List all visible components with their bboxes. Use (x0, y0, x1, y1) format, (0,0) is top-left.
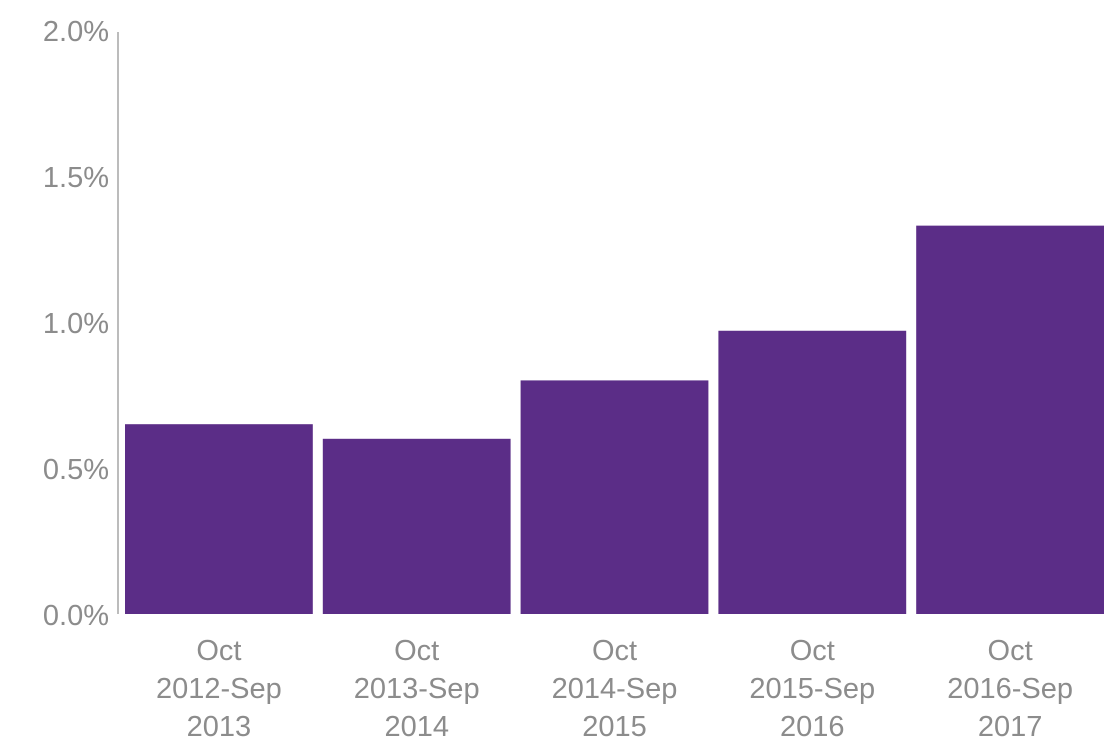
x-tick-label-line: Oct (592, 635, 637, 667)
x-axis: Oct 2012-Sep 2013 Oct 2013-Sep 2014 Oct 2014-Se… (156, 635, 1073, 743)
x-tick-label: Oct 2015-Sep 2016 (749, 635, 875, 743)
x-tick-label-line: 2013-Sep (354, 673, 480, 705)
bar-2 (322, 438, 511, 614)
x-tick-label-line: Oct (790, 635, 835, 667)
x-tick-label-line: Oct (988, 635, 1033, 667)
x-tick-label-line: 2017 (978, 711, 1043, 743)
x-tick-label-line: 2013 (187, 711, 252, 743)
y-tick-label: 0.5% (43, 454, 109, 486)
x-tick-label-line: 2015-Sep (749, 673, 875, 705)
x-tick-label: Oct 2014-Sep 2015 (552, 635, 678, 743)
bars (125, 225, 1104, 614)
y-tick-label: 1.5% (43, 162, 109, 194)
y-tick-label: 1.0% (43, 308, 109, 340)
x-tick-label-line: Oct (394, 635, 439, 667)
x-tick-label: Oct 2016-Sep 2017 (947, 635, 1073, 743)
bar-4 (718, 330, 907, 614)
x-tick-label: Oct 2012-Sep 2013 (156, 635, 282, 743)
x-tick-label-line: 2014 (384, 711, 449, 743)
y-tick-label: 2.0% (43, 16, 109, 48)
x-tick-label-line: 2012-Sep (156, 673, 282, 705)
bar-3 (520, 380, 709, 614)
x-tick-label-line: 2016-Sep (947, 673, 1073, 705)
bar-1 (125, 424, 313, 614)
x-tick-label-line: 2015 (582, 711, 647, 743)
x-tick-label-line: Oct (196, 635, 241, 667)
y-tick-label: 0.0% (43, 600, 109, 632)
x-tick-label: Oct 2013-Sep 2014 (354, 635, 480, 743)
y-axis: 0.0% 0.5% 1.0% 1.5% 2.0% (43, 16, 119, 632)
x-tick-label-line: 2014-Sep (552, 673, 678, 705)
x-tick-label-line: 2016 (780, 711, 845, 743)
bar-5 (916, 225, 1104, 614)
